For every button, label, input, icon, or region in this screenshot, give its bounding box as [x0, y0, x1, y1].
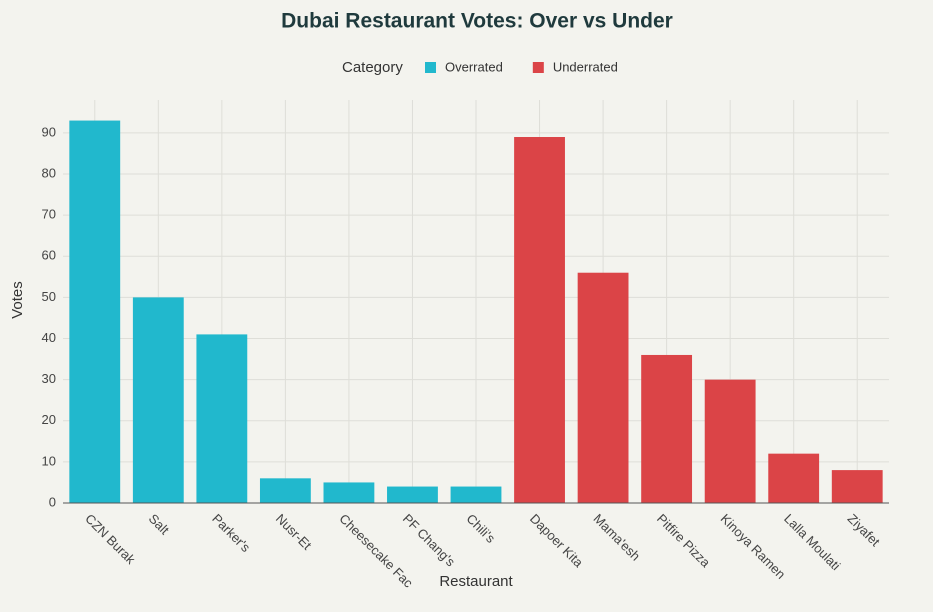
legend-label: Underrated	[553, 59, 618, 74]
y-tick-label: 60	[42, 248, 56, 263]
bar	[259, 478, 311, 503]
bar	[196, 334, 248, 503]
legend-swatch	[425, 62, 436, 73]
y-tick-label: 0	[49, 494, 56, 509]
bar	[132, 297, 184, 503]
bar	[387, 486, 438, 503]
x-axis-title: Restaurant	[439, 573, 513, 590]
y-tick-label: 10	[42, 453, 56, 468]
bar	[514, 137, 565, 504]
chart-title: Dubai Restaurant Votes: Over vs Under	[281, 10, 673, 33]
y-tick-label: 80	[42, 165, 56, 180]
legend-label: Overrated	[445, 59, 503, 74]
bar	[69, 120, 121, 504]
bar	[768, 453, 820, 503]
bar	[831, 470, 883, 503]
y-tick-label: 20	[42, 412, 56, 427]
y-tick-label: 40	[42, 330, 56, 345]
bar	[323, 482, 375, 503]
y-tick-label: 30	[42, 371, 56, 386]
bar	[704, 379, 756, 503]
y-tick-label: 90	[42, 124, 56, 139]
y-axis-title: Votes	[9, 281, 26, 319]
bar	[450, 486, 502, 503]
y-tick-label: 50	[42, 289, 56, 304]
legend-title: Category	[342, 59, 403, 76]
y-tick-label: 70	[42, 207, 56, 222]
bar	[577, 272, 629, 503]
bar	[641, 354, 693, 503]
legend-swatch	[532, 62, 544, 73]
